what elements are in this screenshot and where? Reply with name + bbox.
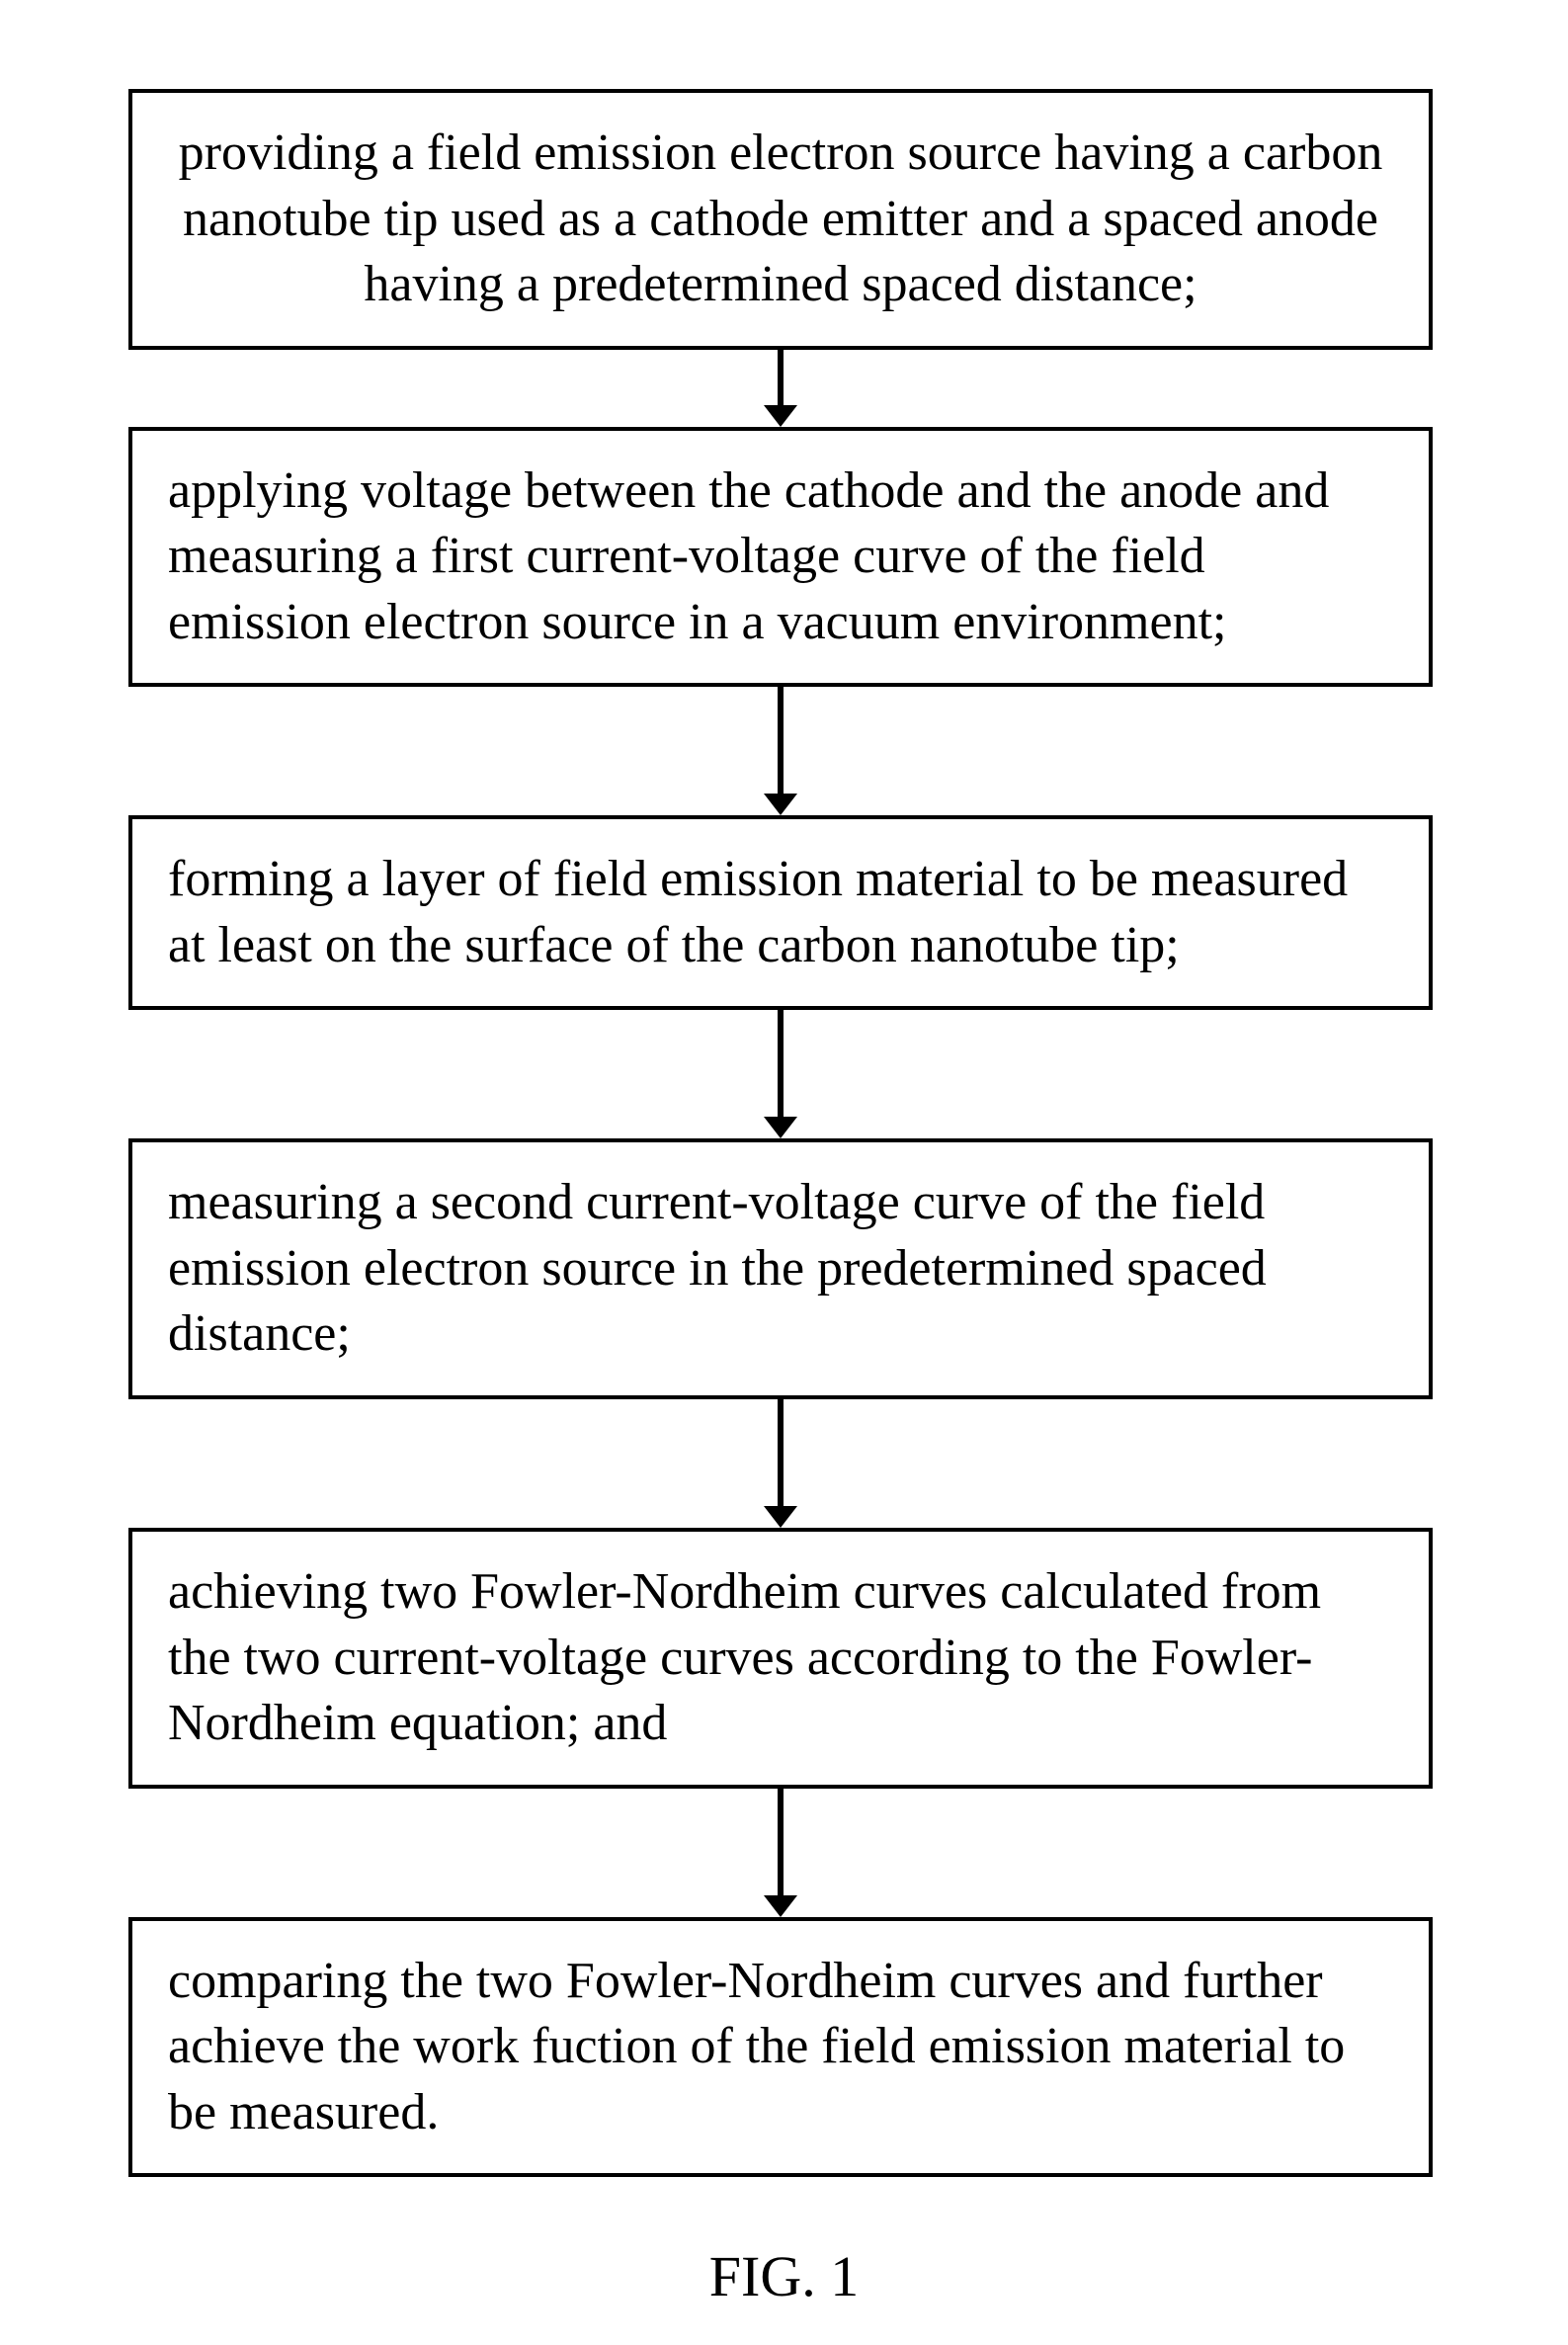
flow-step-5: achieving two Fowler-Nordheim curves cal… — [128, 1528, 1433, 1789]
flow-step-6: comparing the two Fowler-Nordheim curves… — [128, 1917, 1433, 2178]
arrow-down-icon — [761, 687, 800, 815]
arrow-down-icon — [761, 1010, 800, 1138]
flow-arrow-2 — [128, 687, 1433, 815]
flow-step-4: measuring a second current-voltage curve… — [128, 1138, 1433, 1399]
flow-step-6-text: comparing the two Fowler-Nordheim curves… — [168, 1953, 1345, 2140]
figure-caption: FIG. 1 — [0, 2243, 1568, 2309]
arrow-down-icon — [761, 350, 800, 427]
flow-arrow-1 — [128, 350, 1433, 427]
flowchart-container: providing a field emission electron sour… — [128, 89, 1433, 2177]
flow-step-2-text: applying voltage between the cathode and… — [168, 462, 1329, 650]
flow-step-3: forming a layer of field emission materi… — [128, 815, 1433, 1010]
flow-arrow-4 — [128, 1399, 1433, 1528]
flow-step-1-text: providing a field emission electron sour… — [179, 125, 1383, 312]
flow-step-5-text: achieving two Fowler-Nordheim curves cal… — [168, 1563, 1321, 1751]
arrow-down-icon — [761, 1399, 800, 1528]
flow-arrow-5 — [128, 1789, 1433, 1917]
arrow-down-icon — [761, 1789, 800, 1917]
flow-step-3-text: forming a layer of field emission materi… — [168, 851, 1348, 973]
flow-step-1: providing a field emission electron sour… — [128, 89, 1433, 350]
flow-step-2: applying voltage between the cathode and… — [128, 427, 1433, 688]
flow-step-4-text: measuring a second current-voltage curve… — [168, 1174, 1267, 1362]
flow-arrow-3 — [128, 1010, 1433, 1138]
